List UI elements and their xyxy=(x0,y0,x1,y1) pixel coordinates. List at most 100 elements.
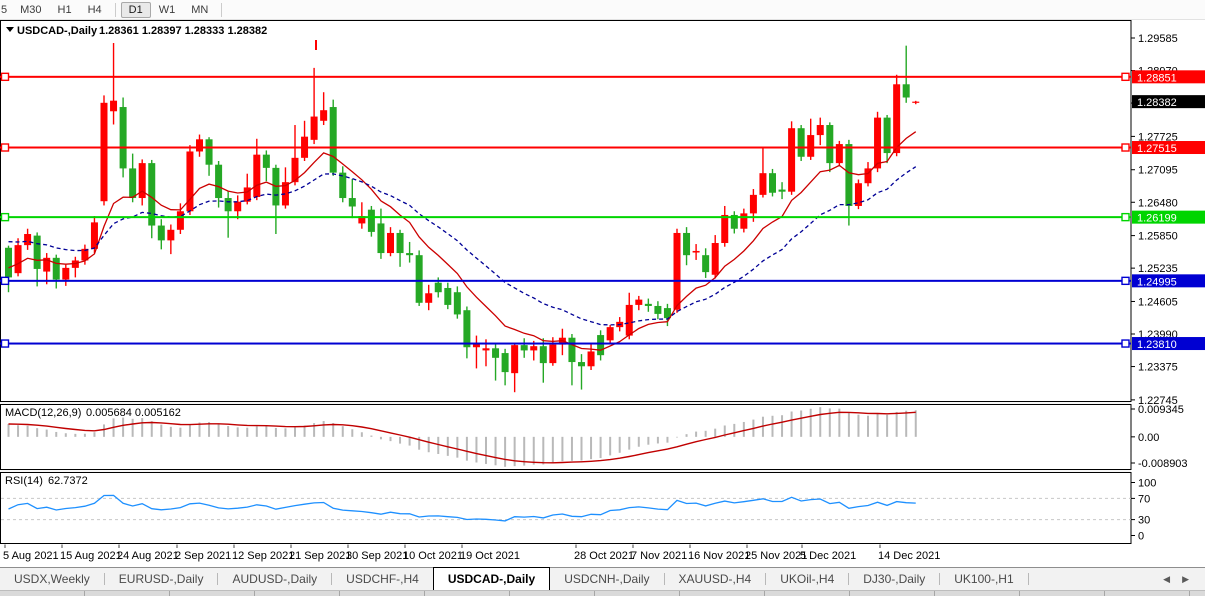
candle xyxy=(81,248,89,261)
tab-dj30-daily[interactable]: DJ30-,Daily xyxy=(863,572,926,586)
h-line-1.28851[interactable] xyxy=(0,75,1131,78)
tab-eurusd-daily[interactable]: EURUSD-,Daily xyxy=(118,572,204,586)
main-price-panel[interactable] xyxy=(0,20,1132,402)
macd-histogram-bar xyxy=(427,436,430,453)
macd-histogram-bar xyxy=(55,431,58,437)
h-line-handle[interactable] xyxy=(0,212,10,222)
macd-panel[interactable]: 0.009345 0.00 -0.008903 xyxy=(7,404,1188,470)
macd-histogram-bar xyxy=(666,436,669,443)
tab-usdcad-daily[interactable]: USDCAD-,Daily xyxy=(432,567,551,590)
candle xyxy=(501,353,509,373)
tab-uk100-h1[interactable]: UK100-,H1 xyxy=(954,572,1014,586)
tab-scroll-right-icon[interactable]: ▶ xyxy=(1182,573,1189,584)
candle xyxy=(711,243,719,275)
macd-histogram-bar xyxy=(64,433,67,437)
h-line-handle[interactable] xyxy=(0,72,10,82)
h-line-handle[interactable] xyxy=(0,339,10,348)
current-price-text: 1.28382 xyxy=(1137,97,1177,109)
h-line-1.24995[interactable] xyxy=(0,279,1131,282)
candle xyxy=(205,139,213,165)
timeframe-button-h1[interactable]: H1 xyxy=(57,3,72,16)
macd-histogram-bar xyxy=(198,422,201,437)
h-line-handle[interactable] xyxy=(1121,339,1130,348)
timeframe-button-d1[interactable]: D1 xyxy=(120,1,151,18)
candle xyxy=(749,194,757,214)
macd-histogram-bar xyxy=(847,412,850,437)
candle xyxy=(816,125,824,136)
rsi-panel[interactable]: 100 70 30 0 xyxy=(1,478,1156,543)
h-line-1.23810[interactable] xyxy=(0,342,1131,345)
candle xyxy=(14,245,22,274)
timeframe-button-m30[interactable]: M30 xyxy=(20,3,42,16)
date-label: 12 Sep 2021 xyxy=(232,550,294,562)
macd-histogram-bar xyxy=(599,436,602,459)
h-line-handle[interactable] xyxy=(0,143,10,152)
timeframe-button-mn[interactable]: MN xyxy=(191,3,209,16)
tab-xauusd-h4[interactable]: XAUUSD-,H4 xyxy=(678,572,752,586)
candle xyxy=(864,168,872,184)
price-tick-label: 1.25235 xyxy=(1138,263,1178,275)
tab-usdcnh-daily[interactable]: USDCNH-,Daily xyxy=(564,572,650,586)
macd-histogram-bar xyxy=(341,426,344,437)
tab-scroll-arrows: ◀ ▶ xyxy=(1163,568,1205,590)
macd-histogram-bar xyxy=(723,425,726,437)
h-line-handle[interactable] xyxy=(0,276,10,286)
chart-title: USDCAD-,Daily xyxy=(17,25,98,37)
tab-separator xyxy=(217,573,219,585)
timeframe-button-5[interactable]: 5 xyxy=(1,3,8,16)
candle xyxy=(578,362,585,367)
macd-histogram-bar xyxy=(379,436,382,440)
macd-histogram-bar xyxy=(809,408,812,437)
macd-histogram-bar xyxy=(227,426,230,437)
red-dash-marker[interactable] xyxy=(315,40,317,50)
macd-histogram-bar xyxy=(790,411,793,437)
h-line-handle[interactable] xyxy=(1121,212,1130,222)
candle xyxy=(663,308,671,319)
bottom-status-strip[interactable] xyxy=(0,590,1205,596)
panel-splitter[interactable] xyxy=(0,402,1131,404)
macd-axis-label: -0.008903 xyxy=(1138,458,1188,470)
date-label: 19 Oct 2021 xyxy=(460,550,520,562)
tab-usdx-weekly[interactable]: USDX,Weekly xyxy=(14,572,90,586)
macd-axis-label: 0.009345 xyxy=(1138,404,1184,416)
tab-usdchf-h4[interactable]: USDCHF-,H4 xyxy=(346,572,419,586)
candle xyxy=(778,189,786,192)
macd-histogram-bar xyxy=(150,421,153,437)
tab-separator xyxy=(848,573,850,585)
timeframe-button-w1[interactable]: W1 xyxy=(158,3,176,16)
macd-histogram-bar xyxy=(905,410,908,437)
macd-histogram-bar xyxy=(284,428,287,437)
horizontal-line-objects[interactable]: 1.28851 1.27515 1.26199 1.24995 1.23810 xyxy=(0,70,1205,351)
rsi-axis-label: 30 xyxy=(1138,515,1150,527)
candle xyxy=(33,235,41,269)
candle xyxy=(176,211,184,230)
panel-frames xyxy=(0,20,1132,544)
rsi-frame[interactable] xyxy=(0,472,1132,544)
price-tick-label: 1.26480 xyxy=(1138,197,1178,209)
tab-separator xyxy=(331,573,333,585)
tab-scroll-left-icon[interactable]: ◀ xyxy=(1163,573,1171,584)
h-line-handle[interactable] xyxy=(1121,276,1130,286)
tab-ukoil-h4[interactable]: UKOil-,H4 xyxy=(780,572,835,586)
timeframe-button-h4[interactable]: H4 xyxy=(87,3,102,16)
candle xyxy=(625,304,633,336)
candle xyxy=(281,182,289,206)
macd-histogram-bar xyxy=(819,407,822,437)
ma-slow-line xyxy=(8,166,917,326)
macd-histogram-bar xyxy=(265,425,268,437)
h-line-1.27515[interactable] xyxy=(0,146,1131,149)
h-line-1.26199[interactable] xyxy=(0,216,1131,219)
h-line-handle[interactable] xyxy=(1121,143,1130,152)
macd-histogram-bar xyxy=(828,408,831,437)
h-line-handle[interactable] xyxy=(1121,72,1130,82)
candlestick-layer[interactable] xyxy=(5,43,920,393)
macd-histogram-bar xyxy=(456,436,459,458)
macd-histogram-bar xyxy=(351,429,354,437)
candle xyxy=(148,163,156,226)
macd-histogram-bar xyxy=(475,436,478,463)
tab-audusd-daily[interactable]: AUDUSD-,Daily xyxy=(232,572,318,586)
chart-menu-triangle-icon[interactable] xyxy=(6,27,14,32)
panel-splitter[interactable] xyxy=(0,470,1131,472)
chart-tab-bar: USDX,Weekly EURUSD-,Daily AUDUSD-,Daily USD… xyxy=(0,567,1205,590)
